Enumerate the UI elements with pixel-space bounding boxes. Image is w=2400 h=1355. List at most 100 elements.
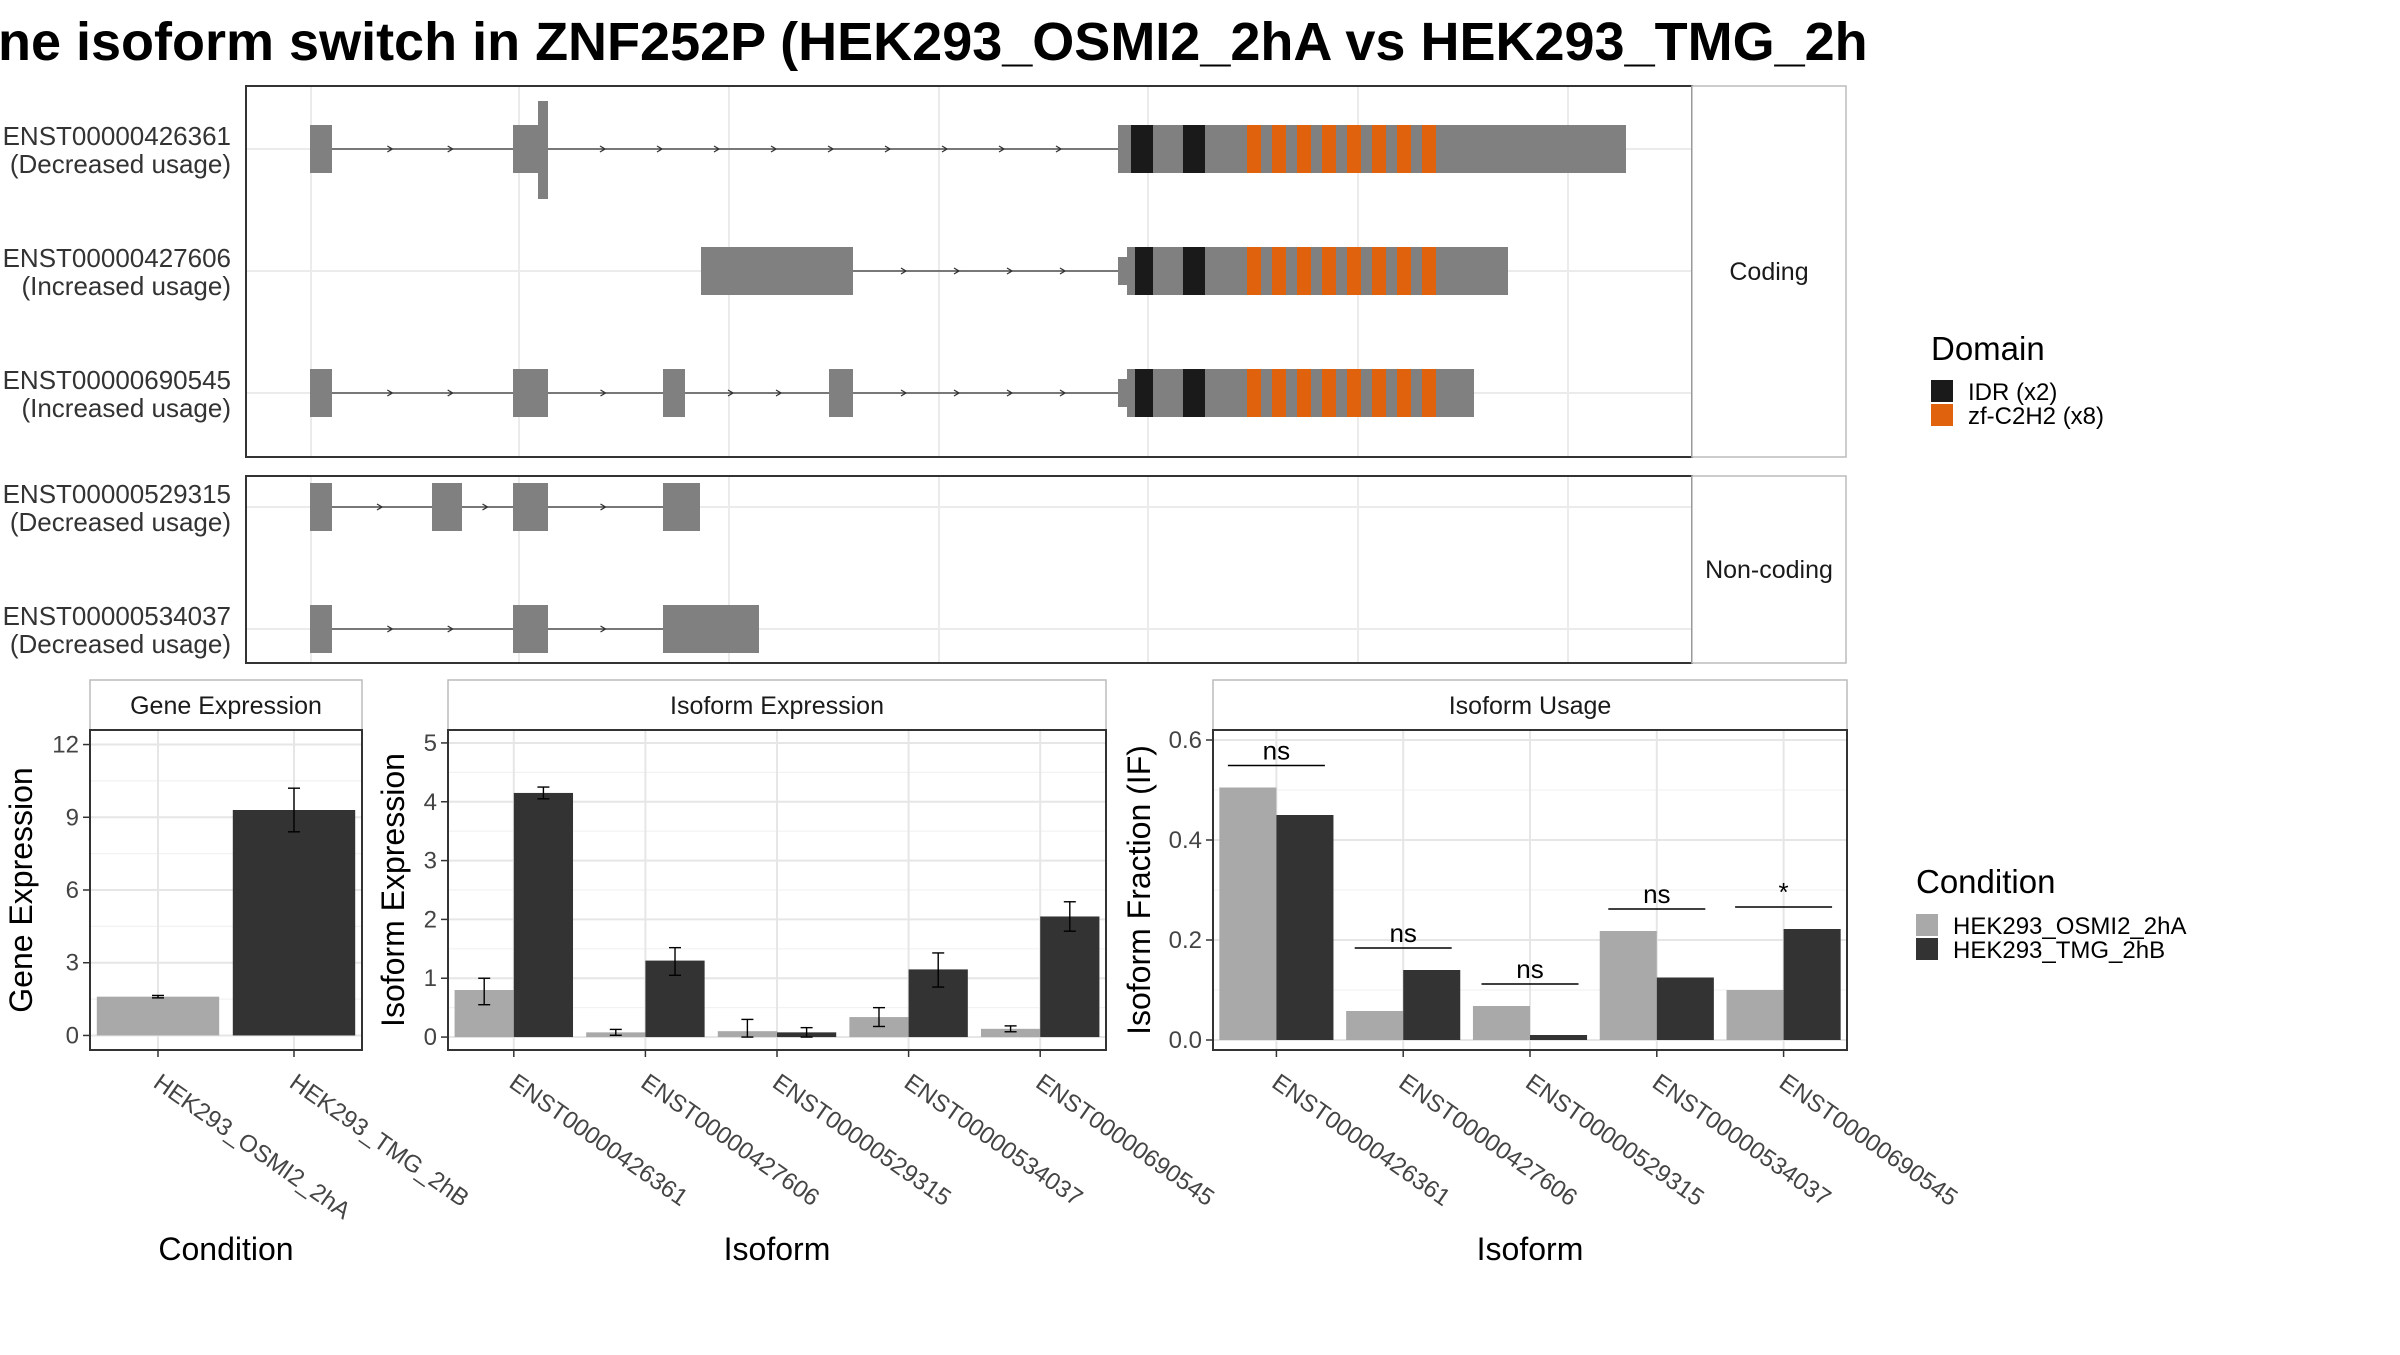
intron-arrow xyxy=(1006,389,1014,397)
coding-strip xyxy=(1691,85,1847,458)
y-tick-label: 9 xyxy=(66,804,79,831)
domain-legend: Domain IDR (x2) zf-C2H2 (x8) xyxy=(1931,330,2104,430)
isoform-label-usage: (Decreased usage) xyxy=(10,149,231,179)
gene-expression-strip xyxy=(89,679,363,731)
utr-exon xyxy=(513,369,548,417)
intron-arrow xyxy=(713,145,721,153)
y-tick-label: 0 xyxy=(66,1022,79,1049)
idr-domain xyxy=(1183,247,1205,295)
transcript-structure: Coding Non-coding ENST00000426361 (Decre… xyxy=(3,85,1847,664)
idr-domain xyxy=(1183,125,1205,173)
utr-exon xyxy=(310,369,332,417)
zf-c2h2-domain xyxy=(1322,247,1336,295)
intron-arrow xyxy=(386,389,394,397)
noncoding-exon xyxy=(663,483,700,531)
bar xyxy=(1530,1035,1588,1040)
zf-c2h2-domain xyxy=(1372,369,1386,417)
legend-label-tmg: HEK293_TMG_2hB xyxy=(1953,937,2165,964)
intron-arrow xyxy=(447,625,454,633)
isoform-usage-ylabel: Isoform Fraction (IF) xyxy=(1121,745,1157,1035)
zf-c2h2-domain xyxy=(1372,125,1386,173)
intron-arrow xyxy=(600,625,607,633)
isoform-expression-title: Isoform Expression xyxy=(670,692,884,720)
intron-arrow xyxy=(656,145,664,153)
y-tick-label: 12 xyxy=(52,732,79,759)
significance-label: * xyxy=(1779,877,1789,907)
isoform-label-id: ENST00000427606 xyxy=(3,243,231,273)
condition-legend: Condition HEK293_OSMI2_2hA HEK293_TMG_2h… xyxy=(1916,863,2186,964)
isoform-usage-chart: Isoform Usage 0.00.20.40.6ENST0000042636… xyxy=(1121,679,1962,1267)
idr-domain xyxy=(1131,125,1153,173)
bar xyxy=(1656,977,1714,1040)
intron-arrow xyxy=(482,503,489,511)
intron-arrow xyxy=(600,503,607,511)
bar xyxy=(1346,1011,1404,1040)
y-tick-label: 4 xyxy=(424,789,437,816)
bar xyxy=(96,996,220,1036)
intron-arrow xyxy=(900,389,908,397)
zf-c2h2-domain xyxy=(1322,125,1336,173)
isoform-label-id: ENST00000534037 xyxy=(3,601,231,631)
cds-block xyxy=(1130,125,1443,173)
y-tick-label: 0 xyxy=(424,1024,437,1051)
bar xyxy=(1040,916,1100,1038)
zf-c2h2-domain xyxy=(1397,247,1411,295)
legend-label-zf: zf-C2H2 (x8) xyxy=(1968,403,2104,430)
legend-label-osmi2: HEK293_OSMI2_2hA xyxy=(1953,913,2186,940)
isoform-usage-strip xyxy=(1212,679,1848,731)
zf-c2h2-domain xyxy=(1372,247,1386,295)
isoform-usage-xlabel: Isoform xyxy=(1477,1231,1584,1267)
isoform-label-id: ENST00000529315 xyxy=(3,479,231,509)
intron-arrow xyxy=(1059,267,1067,275)
utr-exon xyxy=(1440,369,1474,417)
isoform-expression-chart: Isoform Expression 012345ENST00000426361… xyxy=(375,679,1219,1267)
condition-legend-title: Condition xyxy=(1916,863,2055,900)
bar xyxy=(1599,931,1657,1040)
zf-c2h2-domain xyxy=(1347,369,1361,417)
legend-key-tmg xyxy=(1916,938,1938,960)
intron-arrow xyxy=(941,145,949,153)
noncoding-strip xyxy=(1691,475,1847,664)
intron-arrow xyxy=(376,503,384,511)
zf-c2h2-domain xyxy=(1347,125,1361,173)
intron-arrow xyxy=(447,389,454,397)
utr-exon xyxy=(829,369,853,417)
y-tick-label: 3 xyxy=(66,950,79,977)
isoform-label-usage: (Increased usage) xyxy=(21,393,231,423)
bar xyxy=(980,1028,1041,1038)
domain-legend-title: Domain xyxy=(1931,330,2045,367)
intron-arrow xyxy=(600,389,607,397)
legend-label-idr: IDR (x2) xyxy=(1968,379,2057,406)
intron-arrow xyxy=(998,145,1006,153)
zf-c2h2-domain xyxy=(1422,247,1436,295)
intron-arrow xyxy=(775,389,783,397)
significance-label: ns xyxy=(1516,954,1543,984)
isoform-label-id: ENST00000426361 xyxy=(3,121,231,151)
utr-exon xyxy=(701,247,853,295)
utr-exon xyxy=(513,125,540,173)
bar xyxy=(513,792,574,1038)
gene-expression-ylabel: Gene Expression xyxy=(3,767,39,1012)
bar xyxy=(1783,929,1841,1040)
zf-c2h2-domain xyxy=(1247,247,1261,295)
isoform-label-usage: (Decreased usage) xyxy=(10,629,231,659)
y-tick-label: 2 xyxy=(424,906,437,933)
zf-c2h2-domain xyxy=(1297,369,1311,417)
zf-c2h2-domain xyxy=(1347,247,1361,295)
y-tick-label: 0.6 xyxy=(1169,727,1202,754)
noncoding-exon xyxy=(513,605,548,653)
noncoding-exon xyxy=(663,605,759,653)
intron-arrow xyxy=(447,145,454,153)
bar xyxy=(1403,970,1461,1040)
zf-c2h2-domain xyxy=(1272,369,1286,417)
intron-arrow xyxy=(1055,145,1063,153)
isoform-expression-xlabel: Isoform xyxy=(724,1231,831,1267)
intron-arrow xyxy=(770,145,778,153)
isoform-label-id: ENST00000690545 xyxy=(3,365,231,395)
legend-key-idr xyxy=(1931,380,1953,402)
idr-domain xyxy=(1135,369,1153,417)
zf-c2h2-domain xyxy=(1297,247,1311,295)
utr-exon xyxy=(1440,125,1626,173)
y-tick-label: 0.4 xyxy=(1169,827,1202,854)
